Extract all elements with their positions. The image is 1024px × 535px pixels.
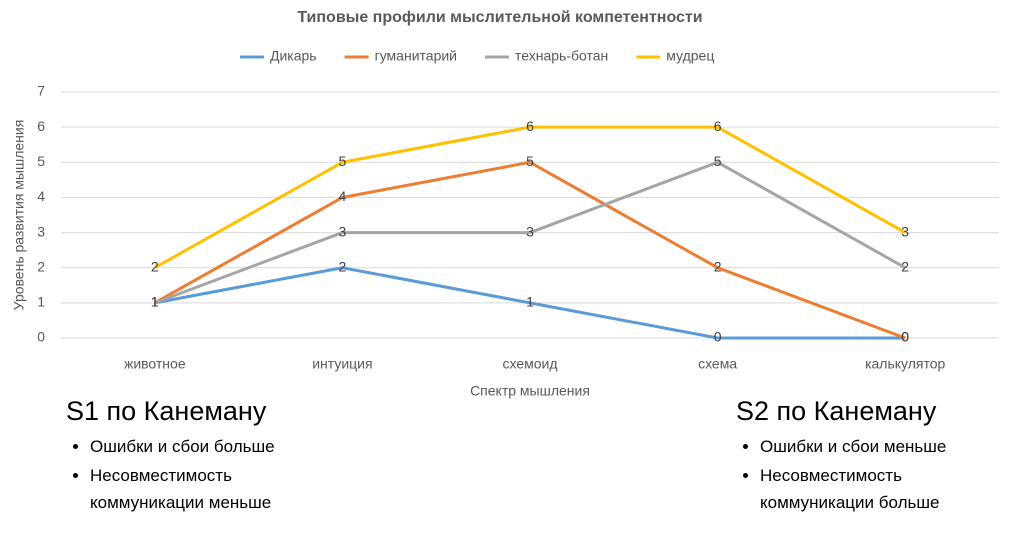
x-tick-label: животное	[124, 356, 186, 372]
data-label: 1	[526, 294, 534, 310]
note-bullet: Ошибки и сбои больше	[90, 433, 346, 460]
y-tick-label: 3	[37, 223, 45, 239]
data-label: 5	[714, 153, 722, 169]
data-label: 0	[901, 329, 909, 345]
y-tick-label: 4	[37, 188, 45, 204]
chart-title: Типовые профили мыслительной компетентно…	[297, 9, 702, 26]
data-label: 1	[151, 294, 159, 310]
y-axis-title: Уровень развития мышления	[11, 120, 27, 311]
data-label: 0	[714, 329, 722, 345]
x-axis-title: Спектр мышления	[470, 383, 590, 399]
data-label: 5	[339, 153, 347, 169]
series-line	[154, 160, 906, 340]
data-label: 3	[339, 223, 347, 239]
data-label: 3	[901, 223, 909, 239]
series-line	[154, 160, 906, 305]
data-label: 5	[526, 153, 534, 169]
note-bullet: Несовместимость коммуникации меньше	[90, 462, 346, 516]
data-label: 2	[714, 258, 722, 274]
data-label: 1	[151, 294, 159, 310]
data-label: 2	[339, 258, 347, 274]
data-label: 3	[526, 223, 534, 239]
y-tick-label: 6	[37, 118, 45, 134]
series-line	[154, 125, 906, 270]
data-label: 6	[526, 118, 534, 134]
y-tick-label: 0	[37, 329, 45, 345]
legend-label: Дикарь	[270, 48, 317, 64]
y-tick-label: 1	[37, 294, 45, 310]
chart: Типовые профили мыслительной компетентно…	[11, 9, 999, 399]
note-bullet: Ошибки и сбои меньше	[760, 433, 1016, 460]
note-title: S1 по Канеману	[66, 396, 267, 426]
data-label: 2	[151, 258, 159, 274]
y-tick-label: 2	[37, 258, 45, 274]
right-note: S2 по Канеману Ошибки и сбои меньше Несо…	[736, 396, 1016, 518]
data-label: 6	[714, 118, 722, 134]
data-label: 0	[901, 329, 909, 345]
data-label: 2	[901, 258, 909, 274]
left-note: S1 по Канеману Ошибки и сбои больше Несо…	[66, 396, 346, 518]
series-line	[154, 266, 906, 340]
y-tick-label: 5	[37, 153, 45, 169]
data-label: 4	[339, 188, 347, 204]
note-list: Ошибки и сбои меньше Несовместимость ком…	[736, 433, 1016, 516]
x-tick-label: интуиция	[312, 356, 372, 372]
x-tick-label: калькулятор	[865, 356, 945, 372]
data-label: 1	[151, 294, 159, 310]
legend-label: гуманитарий	[375, 48, 457, 64]
legend-label: мудрец	[666, 48, 714, 64]
note-title: S2 по Канеману	[736, 396, 937, 426]
note-list: Ошибки и сбои больше Несовместимость ком…	[66, 433, 346, 516]
y-tick-label: 7	[37, 83, 45, 99]
x-tick-label: схемоид	[502, 356, 557, 372]
legend-label: технарь-ботан	[515, 48, 608, 64]
note-bullet: Несовместимость коммуникации больше	[760, 462, 1016, 516]
x-tick-label: схема	[698, 356, 737, 372]
